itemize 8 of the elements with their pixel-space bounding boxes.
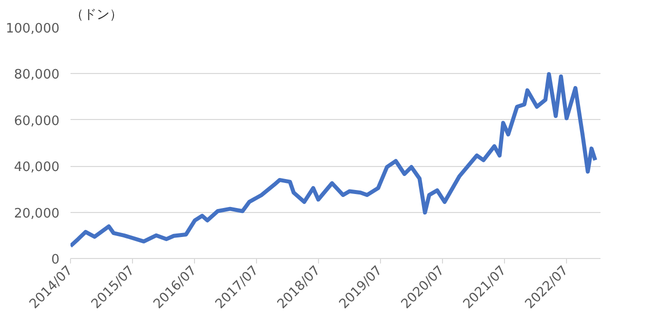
y-tick-label: 60,000 — [14, 114, 60, 129]
y-tick-label: 80,000 — [14, 68, 60, 83]
line-series — [70, 72, 598, 248]
y-tick-label: 0 — [51, 252, 60, 268]
y-tick-label: 100,000 — [6, 22, 60, 36]
y-axis-title: （ドン） — [70, 8, 122, 22]
y-tick-label: 20,000 — [14, 206, 60, 222]
y-tick-label: 40,000 — [14, 160, 60, 176]
